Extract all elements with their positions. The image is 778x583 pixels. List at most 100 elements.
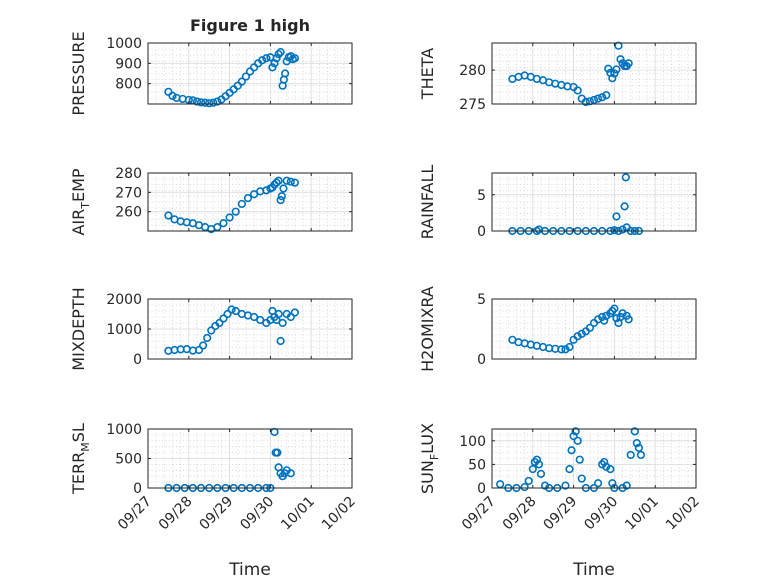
y-tick-label: 280	[459, 63, 486, 79]
data-point	[585, 323, 595, 332]
y-tick-label: 2000	[106, 292, 142, 308]
data-point	[277, 192, 286, 201]
data-point	[272, 54, 281, 63]
subplot-theta: 275 280 THETA	[418, 41, 697, 113]
data-point	[282, 176, 291, 185]
data-point	[567, 446, 576, 455]
y-axis-label: AIRTEMP	[69, 168, 92, 235]
data-point	[620, 202, 629, 211]
y-tick-label: 0	[477, 224, 486, 240]
y-tick-label: 100	[459, 434, 486, 450]
subplot-mixdepth: 0 1000 2000 MIXDEPTH	[69, 287, 353, 371]
data-point	[585, 97, 595, 106]
data-point	[608, 74, 617, 83]
data-point	[536, 469, 546, 478]
data-point	[280, 69, 290, 78]
data-point	[227, 305, 236, 314]
y-tick-label: 5	[477, 188, 486, 204]
x-axis-label: Time	[228, 560, 271, 580]
data-point	[524, 476, 533, 486]
x-tick-label: 09/29	[541, 494, 581, 534]
data-point	[602, 91, 611, 100]
data-point	[573, 436, 582, 445]
subplot-rainfall: 0 5 RAINFALL	[418, 165, 697, 240]
data-point	[205, 99, 214, 108]
y-tick-label: 280	[115, 166, 142, 182]
data-point	[528, 465, 537, 474]
x-tick-label: 10/01	[278, 494, 318, 534]
data-point	[581, 97, 590, 107]
subplot-h2omixra: 0 5 H2OMIXRA	[418, 286, 697, 372]
data-point	[219, 314, 228, 323]
axes-frame	[491, 42, 697, 105]
data-series	[164, 305, 299, 356]
data-point	[256, 315, 265, 325]
x-tick-label: 10/02	[663, 494, 703, 534]
subplot-pressure: 800 900 1000 PRESSURE Figure 1 high	[69, 16, 353, 116]
data-point	[272, 178, 281, 187]
data-point	[213, 97, 222, 106]
y-axis-label: SUNFLUX	[418, 423, 441, 494]
x-axis-label: Time	[572, 560, 615, 580]
y-axis-label: MIXDEPTH	[69, 287, 88, 370]
data-point	[561, 481, 570, 490]
data-point	[237, 199, 246, 209]
y-tick-label: 270	[115, 185, 142, 201]
data-point	[624, 315, 633, 324]
data-point	[602, 462, 611, 471]
data-point	[192, 97, 202, 106]
data-point	[278, 318, 287, 328]
y-tick-label: 50	[468, 457, 486, 473]
data-point	[608, 479, 617, 488]
x-tick-label: 09/28	[500, 494, 540, 534]
data-point	[610, 304, 619, 313]
x-tick-label: 10/01	[622, 494, 662, 534]
data-point	[196, 98, 206, 107]
data-point	[233, 81, 242, 90]
data-point	[622, 481, 631, 490]
y-tick-label: 275	[459, 97, 486, 113]
data-point	[290, 178, 299, 187]
data-point	[249, 63, 259, 72]
data-point	[610, 226, 619, 235]
chart-title: Figure 1 high	[190, 16, 310, 35]
data-point	[593, 94, 603, 103]
data-point	[577, 474, 586, 483]
y-tick-label: 1000	[106, 322, 142, 338]
subplot-sun-flux: 0 50 100 09/27 09/28 09/29 09/30 10/01 10/02 Time…	[418, 423, 703, 580]
axes-frame	[147, 172, 353, 232]
data-point	[624, 59, 633, 68]
data-point	[243, 194, 253, 203]
y-tick-label: 0	[477, 352, 486, 368]
data-point	[276, 336, 285, 346]
data-point	[276, 48, 285, 57]
y-tick-label: 1000	[106, 422, 142, 438]
data-point	[268, 63, 277, 72]
data-point	[245, 67, 255, 76]
data-point	[602, 311, 611, 320]
data-point	[612, 65, 621, 74]
data-point	[630, 427, 639, 436]
data-point	[249, 312, 259, 322]
data-point	[219, 219, 228, 228]
data-point	[636, 450, 646, 460]
data-point	[168, 91, 177, 100]
data-point	[534, 460, 544, 469]
data-point	[604, 64, 613, 73]
data-point	[557, 345, 566, 354]
y-tick-label: 0	[133, 481, 142, 497]
data-point	[614, 41, 623, 50]
data-point	[213, 223, 222, 232]
y-axis-label: THETA	[418, 48, 437, 100]
data-point	[532, 455, 541, 464]
data-point	[575, 455, 584, 464]
data-point	[290, 308, 299, 317]
data-series	[164, 176, 299, 234]
data-point	[571, 427, 580, 436]
y-tick-label: 800	[115, 77, 142, 93]
data-point	[241, 72, 251, 81]
x-tick-label: 09/27	[115, 494, 155, 534]
y-axis-label: RAINFALL	[418, 165, 437, 240]
